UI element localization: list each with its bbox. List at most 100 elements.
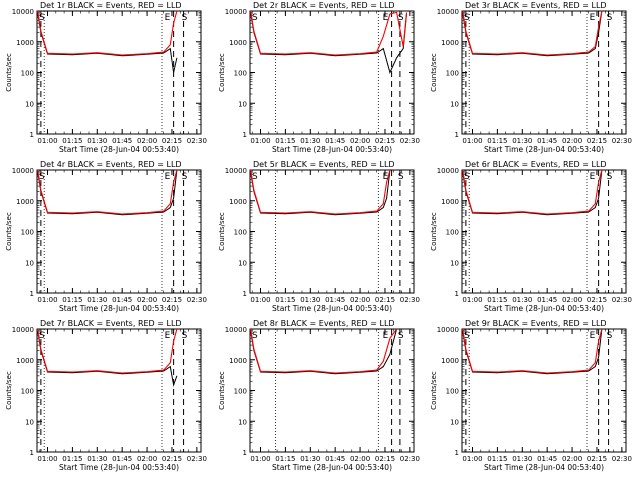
y-tick-label: 1 xyxy=(455,131,459,139)
y-tick-label: 1000 xyxy=(441,39,459,47)
x-tick-label: 02:00 xyxy=(562,296,582,304)
x-tick-label: 01:00 xyxy=(462,455,482,463)
x-tick-label: 01:15 xyxy=(275,455,295,463)
plot-frame xyxy=(461,328,627,453)
y-tick-label: 10000 xyxy=(225,326,247,334)
marker-letter: S xyxy=(398,13,404,23)
lld-series-line xyxy=(250,169,391,215)
marker-letter: E xyxy=(590,331,596,341)
plot-frame xyxy=(36,10,202,135)
events-series-line xyxy=(37,169,178,216)
x-tick-label: 01:30 xyxy=(300,137,320,145)
x-tick-label: 02:30 xyxy=(187,455,207,463)
x-tick-label: 01:00 xyxy=(37,137,57,145)
x-tick-label: 01:30 xyxy=(512,296,532,304)
x-tick-label: 01:00 xyxy=(37,455,57,463)
x-tick-label: 02:30 xyxy=(612,137,632,145)
y-tick-label: 1000 xyxy=(229,39,247,47)
y-tick-label: 10 xyxy=(450,100,459,108)
marker-letter: S xyxy=(464,331,470,341)
chart-panel: Det 7r BLACK = Events, RED = LLD 1 10 100 10… xyxy=(5,319,207,472)
y-tick-label: 1000 xyxy=(16,357,34,365)
x-tick-label: 01:45 xyxy=(325,137,345,145)
x-tick-label: 02:15 xyxy=(587,137,607,145)
y-axis-label: Counts/sec xyxy=(218,212,226,251)
marker-letter: S xyxy=(39,172,45,182)
y-tick-label: 100 xyxy=(21,70,34,78)
plot-frame xyxy=(461,169,627,294)
marker-letter: E xyxy=(590,13,596,23)
marker-letter: S xyxy=(39,13,45,23)
x-tick-label: 02:30 xyxy=(187,296,207,304)
lld-series-line xyxy=(462,328,603,374)
x-tick-label: 01:30 xyxy=(512,455,532,463)
chart-title: Det 7r BLACK = Events, RED = LLD xyxy=(40,319,182,328)
x-tick-label: 02:30 xyxy=(612,455,632,463)
x-tick-label: 01:00 xyxy=(250,137,270,145)
chart-title: Det 2r BLACK = Events, RED = LLD xyxy=(253,1,395,10)
y-tick-label: 1000 xyxy=(229,198,247,206)
events-series-line xyxy=(462,328,603,375)
y-tick-label: 1 xyxy=(243,131,247,139)
x-tick-label: 01:15 xyxy=(62,137,82,145)
plot-frame xyxy=(36,169,202,294)
chart-title: Det 1r BLACK = Events, RED = LLD xyxy=(40,1,182,10)
y-axis-label: Counts/sec xyxy=(5,371,13,410)
marker-letter: E xyxy=(383,13,389,23)
marker-letter: E xyxy=(383,331,389,341)
plot-frame xyxy=(461,10,627,135)
chart-panel: Det 3r BLACK = Events, RED = LLD 1 10 100 10… xyxy=(430,1,632,154)
x-axis-label: Start Time (28-Jun-04 00:53:40) xyxy=(272,145,392,154)
y-axis-label: Counts/sec xyxy=(430,53,438,92)
chart-title: Det 9r BLACK = Events, RED = LLD xyxy=(465,319,607,328)
marker-letter: S xyxy=(182,13,188,23)
x-axis-label: Start Time (28-Jun-04 00:53:40) xyxy=(484,304,604,313)
x-tick-label: 01:30 xyxy=(87,137,107,145)
x-tick-label: 01:15 xyxy=(487,455,507,463)
x-tick-label: 01:00 xyxy=(462,296,482,304)
x-axis-label: Start Time (28-Jun-04 00:53:40) xyxy=(272,463,392,472)
y-tick-label: 1 xyxy=(30,290,34,298)
y-axis-label: Counts/sec xyxy=(5,53,13,92)
marker-letter: S xyxy=(607,331,613,341)
plot-frame xyxy=(249,328,415,453)
x-tick-label: 02:00 xyxy=(350,296,370,304)
y-tick-label: 10000 xyxy=(437,326,459,334)
lld-series-line xyxy=(37,169,178,215)
lld-series-line xyxy=(37,328,178,374)
x-tick-label: 01:45 xyxy=(537,296,557,304)
chart-title: Det 6r BLACK = Events, RED = LLD xyxy=(465,160,607,169)
y-tick-label: 100 xyxy=(234,70,247,78)
x-tick-label: 01:30 xyxy=(512,137,532,145)
events-series-line xyxy=(462,10,603,57)
chart-title: Det 8r BLACK = Events, RED = LLD xyxy=(253,319,395,328)
marker-letter: S xyxy=(182,172,188,182)
x-tick-label: 02:00 xyxy=(562,455,582,463)
x-axis-label: Start Time (28-Jun-04 00:53:40) xyxy=(484,145,604,154)
x-tick-label: 01:30 xyxy=(300,296,320,304)
marker-letter: E xyxy=(590,172,596,182)
y-tick-label: 10000 xyxy=(225,167,247,175)
y-axis-label: Counts/sec xyxy=(218,371,226,410)
chart-panel: Det 2r BLACK = Events, RED = LLD 1 10 100 10… xyxy=(218,1,420,154)
marker-letter: E xyxy=(165,331,171,341)
x-tick-label: 02:30 xyxy=(400,455,420,463)
x-tick-label: 01:15 xyxy=(62,455,82,463)
lld-series-line xyxy=(37,10,178,56)
x-tick-label: 02:00 xyxy=(137,455,157,463)
chart-panel: Det 1r BLACK = Events, RED = LLD 1 10 100 10… xyxy=(5,1,207,154)
marker-letter: S xyxy=(464,13,470,23)
y-tick-label: 10000 xyxy=(12,167,34,175)
y-tick-label: 10000 xyxy=(12,326,34,334)
events-series-line xyxy=(250,328,398,375)
y-tick-label: 10 xyxy=(450,259,459,267)
chart-panel: Det 5r BLACK = Events, RED = LLD 1 10 100 10… xyxy=(218,160,420,313)
y-tick-label: 1 xyxy=(30,449,34,457)
x-axis-label: Start Time (28-Jun-04 00:53:40) xyxy=(59,304,179,313)
events-series-line xyxy=(462,169,603,216)
chart-title: Det 5r BLACK = Events, RED = LLD xyxy=(253,160,395,169)
x-tick-label: 01:30 xyxy=(87,455,107,463)
y-tick-label: 10 xyxy=(238,259,247,267)
x-tick-label: 02:30 xyxy=(400,137,420,145)
